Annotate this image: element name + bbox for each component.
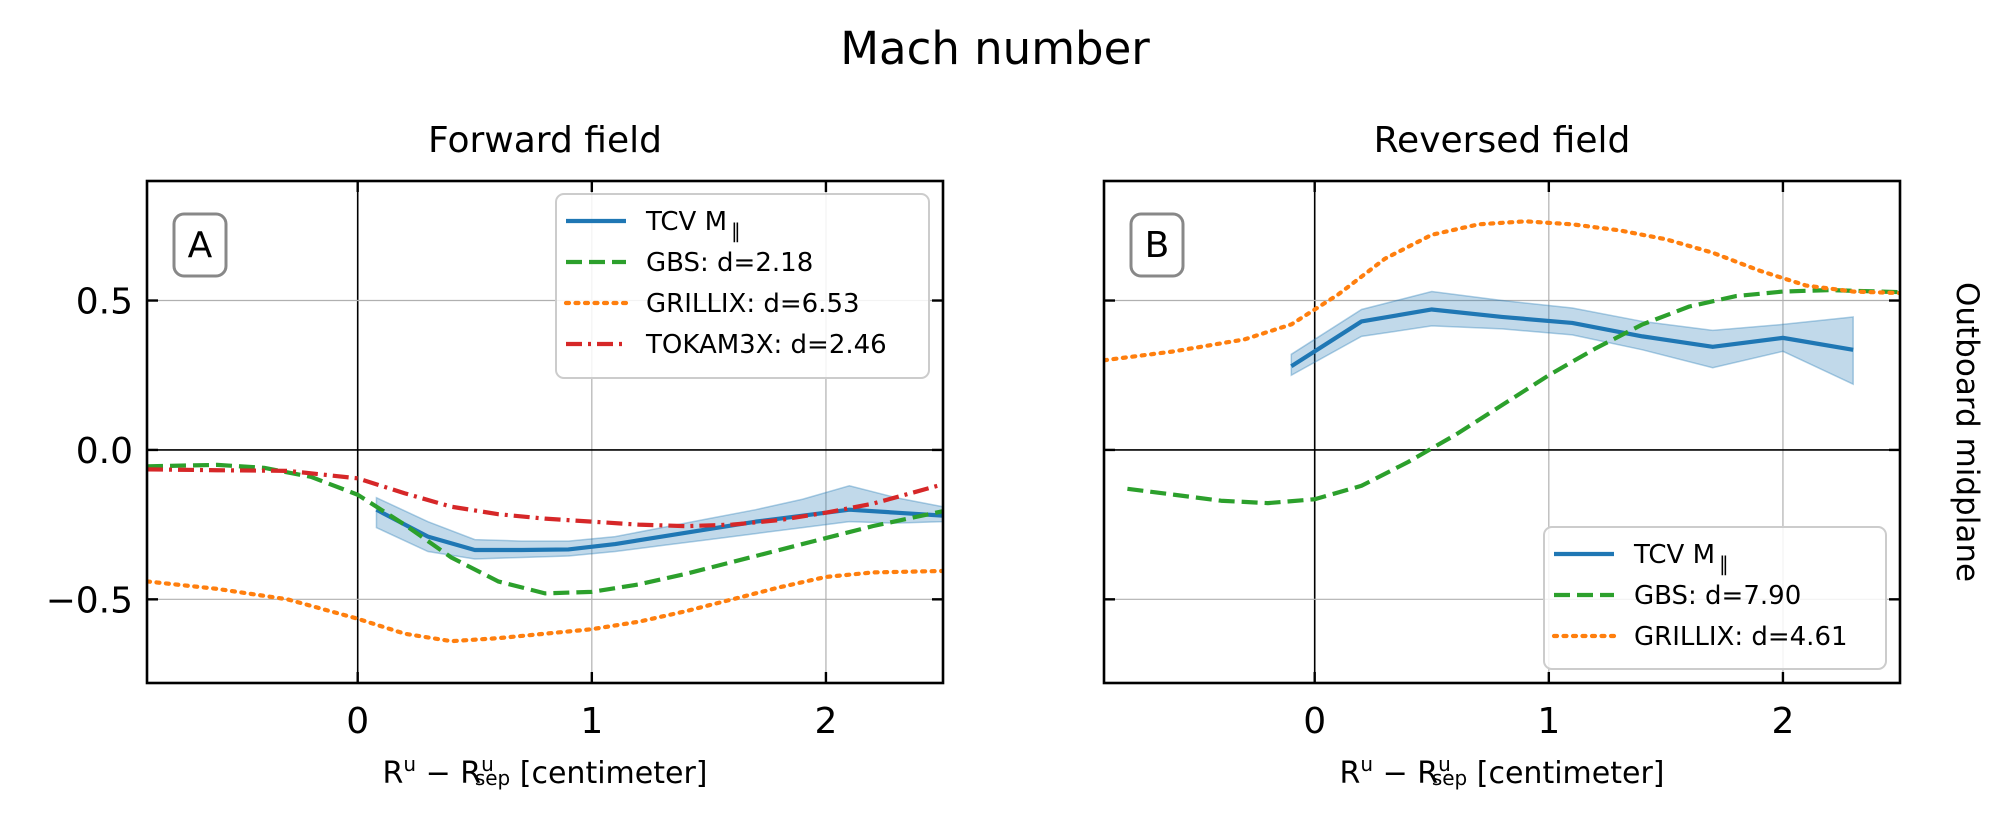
legend-label: GBS: d=2.18 xyxy=(646,248,813,278)
legend-label: GRILLIX: d=4.61 xyxy=(1634,622,1848,652)
legend-label: GBS: d=7.90 xyxy=(1634,581,1801,611)
panel-title-forward: Forward field xyxy=(428,120,662,161)
series-line-tcv-forward xyxy=(375,507,943,553)
x-axis-label-reversed: Ru − Ru sep [centimeter] xyxy=(1340,752,1665,791)
error-band-forward xyxy=(375,485,943,560)
legend-label: TOKAM3X: d=2.46 xyxy=(645,330,887,360)
series-line-grillix-forward xyxy=(147,568,943,644)
x-tick-label: 2 xyxy=(814,701,837,742)
plot-frame-reversed xyxy=(1102,179,1902,685)
panel-forward-field: Forward field 0 1 2−0.50.00.5 A TCV M ∥GBS:… xyxy=(46,120,945,791)
panel-label-box-a: A xyxy=(172,212,228,278)
panel-label-box-b: B xyxy=(1129,212,1185,278)
y-tick-label: −0.5 xyxy=(46,580,133,621)
x-tick-label: 0 xyxy=(1303,701,1326,742)
figure-title: Mach number xyxy=(840,22,1150,75)
series-line-tcv-reversed xyxy=(1290,307,1854,369)
series-line-grillix-reversed xyxy=(1104,219,1900,363)
row-label: Outboard midplane xyxy=(1949,282,1985,582)
panel-title-reversed: Reversed field xyxy=(1374,120,1631,161)
panel-label-b: B xyxy=(1145,225,1170,266)
y-tick-label: 0.0 xyxy=(76,431,133,472)
x-tick-label: 2 xyxy=(1771,701,1794,742)
series-line-tokam3x-forward xyxy=(147,467,943,529)
legend-label: GRILLIX: d=6.53 xyxy=(646,289,860,319)
x-tick-label: 0 xyxy=(346,701,369,742)
error-band-reversed xyxy=(1290,290,1854,386)
series-line-gbs-forward xyxy=(147,462,943,596)
y-tick-label: 0.5 xyxy=(76,282,133,323)
x-axis-label-forward: Ru − Ru sep [centimeter] xyxy=(383,752,708,791)
panel-label-a: A xyxy=(188,225,213,266)
x-tick-label: 1 xyxy=(1537,701,1560,742)
plot-frame-forward xyxy=(145,179,945,685)
x-tick-label: 1 xyxy=(580,701,603,742)
series-line-gbs-reversed xyxy=(1127,287,1900,506)
